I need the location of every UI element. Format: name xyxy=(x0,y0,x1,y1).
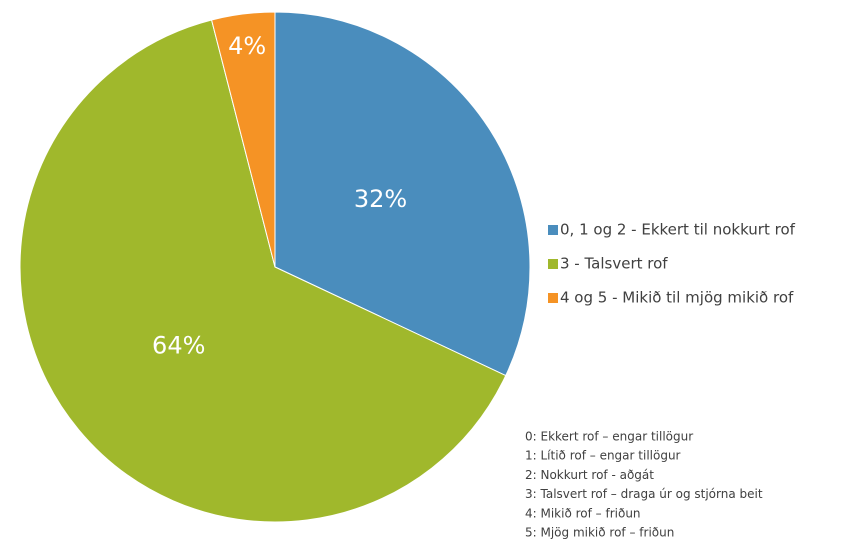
legend-swatch xyxy=(548,259,558,269)
annotation: 2: Nokkurt rof - aðgát xyxy=(525,468,654,482)
legend-label: 3 - Talsvert rof xyxy=(560,255,668,273)
legend-swatch xyxy=(548,293,558,303)
annotation: 5: Mjög mikið rof – friðun xyxy=(525,526,674,540)
legend-label: 4 og 5 - Mikið til mjög mikið rof xyxy=(560,289,794,307)
annotation: 3: Talsvert rof – draga úr og stjórna be… xyxy=(525,487,763,501)
value-label: 4% xyxy=(228,32,266,60)
annotation: 1: Lítið rof – engar tillögur xyxy=(525,449,681,463)
annotation: 0: Ekkert rof – engar tillögur xyxy=(525,430,693,444)
pie-slice xyxy=(19,19,507,523)
pie-slice xyxy=(210,11,276,268)
pie-slice xyxy=(274,11,531,377)
annotation: 4: Mikið rof – friðun xyxy=(525,506,641,520)
value-label: 64% xyxy=(152,332,205,360)
legend-label: 0, 1 og 2 - Ekkert til nokkurt rof xyxy=(560,221,796,239)
legend-swatch xyxy=(548,225,558,235)
value-label: 32% xyxy=(354,185,407,213)
